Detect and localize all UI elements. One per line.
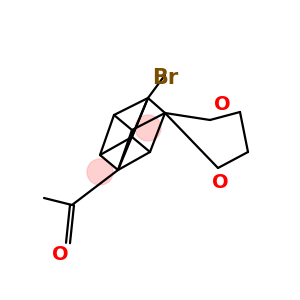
Circle shape [87,159,113,185]
Circle shape [135,115,161,141]
Text: O: O [52,245,68,265]
Text: Br: Br [152,68,178,88]
Text: O: O [214,95,230,115]
Text: O: O [212,173,228,193]
